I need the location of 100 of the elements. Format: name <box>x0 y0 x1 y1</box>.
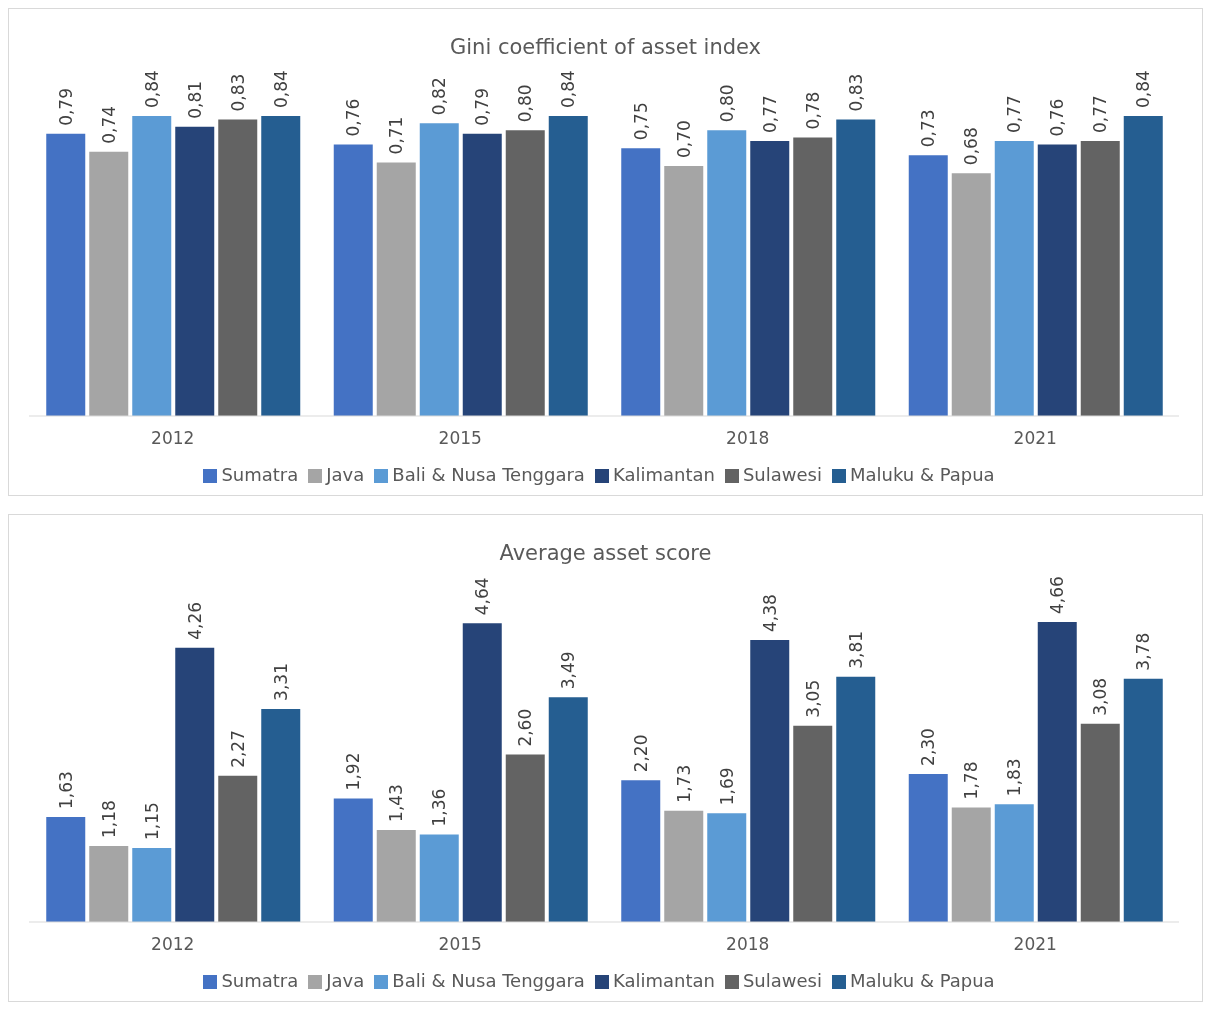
data-label: 0,70 <box>673 120 694 158</box>
bar <box>46 133 86 416</box>
data-label: 3,08 <box>1090 677 1111 716</box>
data-label: 0,68 <box>961 127 982 166</box>
bar <box>1037 622 1077 922</box>
data-label: 0,84 <box>1133 70 1154 108</box>
bar <box>505 754 545 922</box>
legend-label: Kalimantan <box>612 970 715 991</box>
bar <box>261 116 301 416</box>
data-label: 0,76 <box>343 98 364 137</box>
bar <box>664 810 704 922</box>
legend-label: Kalimantan <box>612 464 715 485</box>
data-label: 1,83 <box>1004 758 1025 797</box>
data-label: 4,64 <box>472 577 493 616</box>
x-tick-label: 2021 <box>1013 934 1057 955</box>
data-label: 3,78 <box>1133 632 1154 671</box>
data-label: 1,73 <box>673 764 694 803</box>
data-label: 0,81 <box>184 80 205 119</box>
data-label: 4,38 <box>759 594 780 633</box>
data-label: 3,31 <box>270 663 291 701</box>
bar <box>46 817 86 922</box>
data-label: 0,76 <box>1047 98 1068 137</box>
bar <box>1080 723 1120 922</box>
data-label: 0,79 <box>55 88 76 126</box>
legend-label: Java <box>326 970 365 991</box>
data-label: 0,77 <box>1090 95 1111 133</box>
bar <box>994 141 1034 416</box>
data-label: 1,69 <box>716 767 737 806</box>
bar <box>175 647 215 922</box>
bar <box>132 847 172 922</box>
data-label: 3,81 <box>845 630 866 669</box>
bar <box>793 137 833 416</box>
bar <box>621 148 661 416</box>
bar <box>376 162 416 416</box>
bar <box>505 130 545 416</box>
data-label: 0,73 <box>918 109 939 148</box>
data-label: 0,74 <box>98 105 119 144</box>
bar <box>462 133 502 416</box>
x-tick-label: 2012 <box>151 428 195 449</box>
data-label: 0,84 <box>270 70 291 108</box>
bar <box>994 804 1034 922</box>
x-tick-label: 2015 <box>438 934 482 955</box>
bar <box>1123 678 1163 922</box>
bar <box>836 119 876 416</box>
data-label: 0,80 <box>716 84 737 123</box>
bar <box>548 697 588 922</box>
data-label: 2,60 <box>515 708 536 747</box>
data-label: 1,43 <box>386 784 407 822</box>
bar <box>419 123 459 416</box>
bar <box>951 173 991 416</box>
legend-label: Sulawesi <box>742 464 822 485</box>
x-tick-label: 2018 <box>726 428 770 449</box>
bar <box>750 141 790 416</box>
legend-label: Maluku & Papua <box>849 970 995 991</box>
data-label: 1,18 <box>98 800 119 839</box>
data-label: 0,84 <box>141 70 162 108</box>
data-label: 4,66 <box>1047 576 1068 614</box>
bar <box>419 834 459 922</box>
bar <box>1080 141 1120 416</box>
bar <box>333 798 373 922</box>
data-label: 0,83 <box>845 73 866 112</box>
bar <box>621 780 661 922</box>
bar <box>376 829 416 922</box>
x-tick-label: 2015 <box>438 428 482 449</box>
data-label: 2,30 <box>918 728 939 766</box>
legend-label: Sumatra <box>221 970 299 991</box>
data-label: 0,84 <box>558 70 579 108</box>
chart-title: Average asset score <box>498 540 713 567</box>
bar <box>175 126 215 416</box>
bar <box>1123 116 1163 416</box>
data-label: 3,05 <box>802 679 823 718</box>
data-label: 0,83 <box>227 73 248 112</box>
data-label: 3,49 <box>558 651 579 690</box>
bar <box>793 725 833 922</box>
bar <box>707 813 747 922</box>
bar <box>333 144 373 416</box>
data-label: 2,20 <box>630 734 651 773</box>
legend-label: Sumatra <box>221 464 299 485</box>
bar <box>664 166 704 416</box>
legend-label: Java <box>326 464 365 485</box>
chart-title: Gini coefficient of asset index <box>449 34 762 61</box>
data-label: 0,75 <box>630 102 651 141</box>
data-label: 4,26 <box>184 601 205 640</box>
data-label: 0,80 <box>515 84 536 123</box>
data-label: 0,71 <box>386 116 407 155</box>
bar <box>707 130 747 416</box>
data-label: 2,27 <box>227 730 248 768</box>
x-tick-label: 2012 <box>151 934 195 955</box>
bar <box>218 775 258 922</box>
bar <box>908 155 948 416</box>
bar <box>908 773 948 922</box>
data-label: 1,63 <box>55 771 76 810</box>
bar <box>132 116 172 416</box>
bar <box>89 151 129 416</box>
legend-label: Maluku & Papua <box>849 464 995 485</box>
data-label: 0,82 <box>429 77 450 116</box>
bar <box>89 846 129 922</box>
bar <box>462 623 502 922</box>
legend-label: Bali & Nusa Tenggara <box>392 464 585 485</box>
data-label: 0,79 <box>472 88 493 126</box>
